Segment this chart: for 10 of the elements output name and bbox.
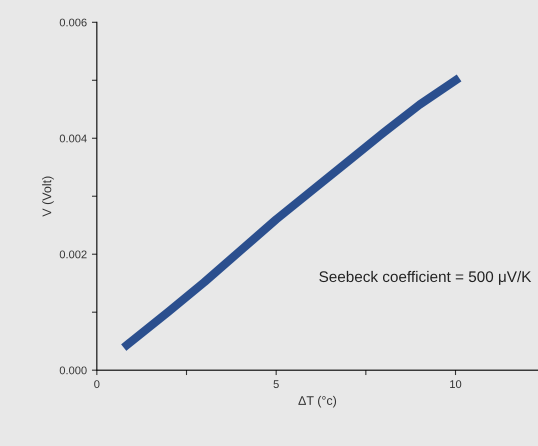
y-tick-label: 0.006 bbox=[60, 18, 87, 26]
y-axis-title: V (Volt) bbox=[42, 176, 54, 217]
y-tick-label: 0.004 bbox=[60, 134, 87, 142]
annotation: Seebeck coefficient = 500 μV/K bbox=[319, 270, 532, 285]
y-tick-label: 0.002 bbox=[60, 250, 87, 258]
x-tick-label: 10 bbox=[450, 380, 462, 388]
x-tick-label: 0 bbox=[94, 380, 100, 388]
x-axis-title: ΔT (°c) bbox=[298, 396, 336, 408]
x-tick-label: 5 bbox=[274, 380, 279, 388]
text: 0.000 bbox=[60, 366, 87, 374]
